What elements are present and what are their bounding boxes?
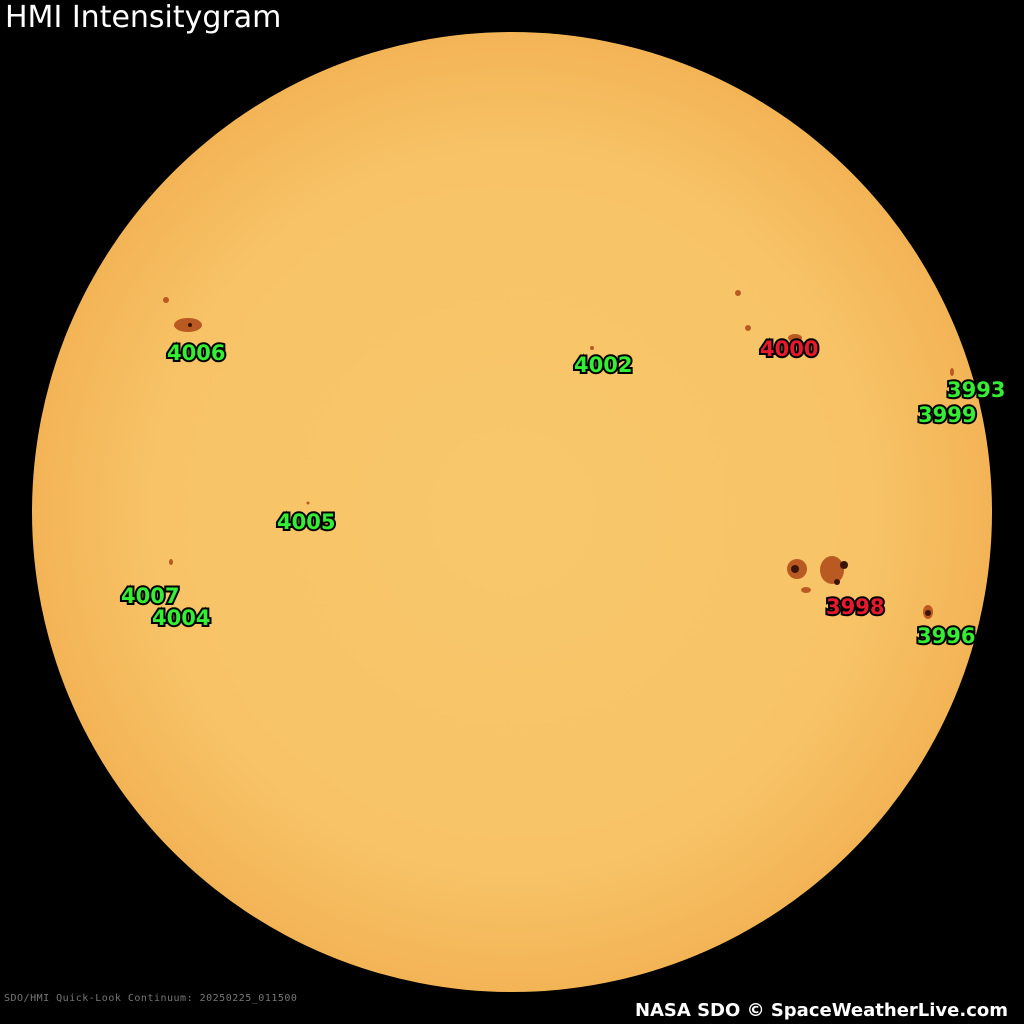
- region-label-4000: 4000: [758, 337, 820, 362]
- sunspot: [735, 290, 741, 296]
- credit-text: NASA SDO © SpaceWeatherLive.com: [634, 1000, 1008, 1021]
- umbrae: [188, 323, 931, 616]
- region-label-4007: 4007: [119, 584, 181, 609]
- sunspot: [745, 325, 751, 331]
- region-label-4004: 4004: [150, 606, 212, 631]
- umbra: [925, 610, 931, 616]
- region-label-3996: 3996: [915, 624, 977, 649]
- sunspot: [788, 334, 802, 342]
- sunspot: [163, 297, 169, 303]
- umbra: [834, 579, 840, 585]
- region-label-4002: 4002: [572, 353, 634, 378]
- region-label-4005: 4005: [275, 510, 337, 535]
- sunspot: [801, 587, 811, 593]
- sun-disk: [32, 32, 992, 992]
- observation-metadata: SDO/HMI Quick-Look Continuum: 20250225_0…: [4, 993, 298, 1004]
- image-title: HMI Intensitygram: [5, 0, 282, 35]
- region-label-3999: 3999: [916, 403, 978, 428]
- umbra: [188, 323, 192, 327]
- umbra: [791, 565, 799, 573]
- sunspot: [950, 368, 954, 376]
- region-label-4006: 4006: [165, 341, 227, 366]
- sunspot: [306, 501, 310, 505]
- sunspot: [169, 559, 173, 565]
- region-label-3993: 3993: [945, 378, 1007, 403]
- umbra: [840, 561, 848, 569]
- sunspot: [590, 346, 594, 350]
- sunspot: [820, 556, 844, 584]
- region-label-3998: 3998: [824, 595, 886, 620]
